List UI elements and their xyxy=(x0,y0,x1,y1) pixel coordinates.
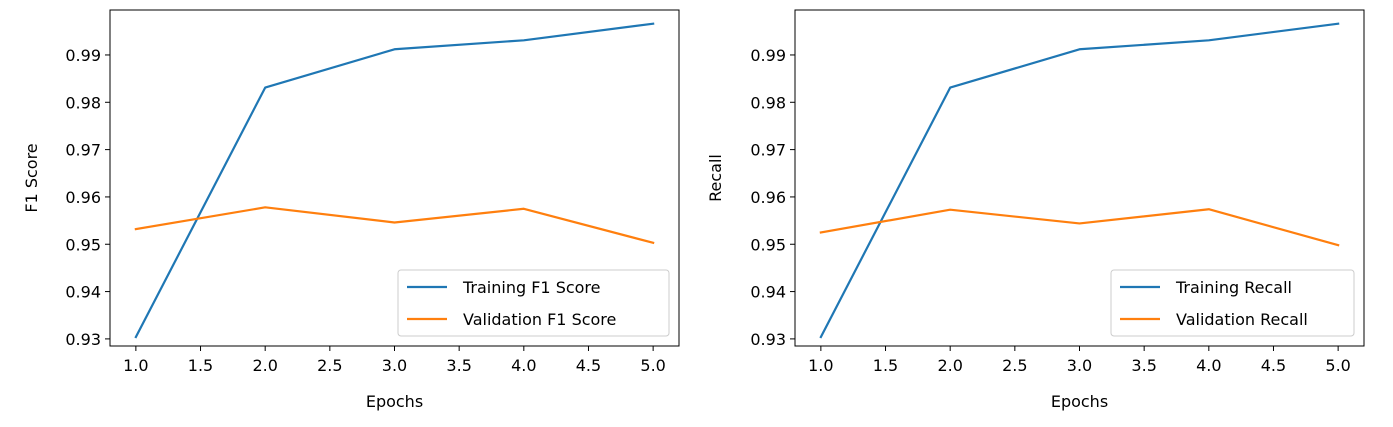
x-axis-label: Epochs xyxy=(1051,392,1108,411)
chart-recall: 1.0 1.5 2.0 2.5 3.0 3.5 4.0 4.5 5.0 0.93 0.94 0.95… xyxy=(706,9,1365,411)
legend: Training Recall Validation Recall xyxy=(1110,269,1355,337)
series-lines xyxy=(819,22,1340,339)
x-tick-label: 3.0 xyxy=(1067,356,1092,375)
legend-frame xyxy=(1110,269,1355,337)
x-tick-label: 2.5 xyxy=(1002,356,1027,375)
x-tick-label: 4.0 xyxy=(511,356,536,375)
series-line-training xyxy=(134,22,655,339)
y-axis: 0.93 0.94 0.95 0.96 0.97 0.98 0.99 xyxy=(65,46,110,349)
y-tick-label: 0.94 xyxy=(65,283,101,302)
x-tick-label: 2.0 xyxy=(252,356,277,375)
legend-frame xyxy=(397,269,670,337)
legend-label-training: Training F1 Score xyxy=(462,278,601,297)
x-axis-label: Epochs xyxy=(366,392,423,411)
y-axis-label: F1 Score xyxy=(22,143,41,212)
x-tick-label: 1.5 xyxy=(873,356,898,375)
legend-label-validation: Validation F1 Score xyxy=(463,310,616,329)
x-axis: 1.0 1.5 2.0 2.5 3.0 3.5 4.0 4.5 5.0 xyxy=(808,346,1351,375)
x-tick-label: 3.5 xyxy=(446,356,471,375)
y-tick-label: 0.98 xyxy=(750,93,786,112)
y-tick-label: 0.96 xyxy=(750,188,786,207)
y-tick-label: 0.93 xyxy=(750,330,786,349)
series-line-training xyxy=(819,22,1340,339)
legend: Training F1 Score Validation F1 Score xyxy=(397,269,670,337)
x-axis: 1.0 1.5 2.0 2.5 3.0 3.5 4.0 4.5 5.0 xyxy=(123,346,666,375)
chart-f1-score: 1.0 1.5 2.0 2.5 3.0 3.5 4.0 4.5 5.0 0.93 0.94 0.95… xyxy=(22,9,680,411)
x-tick-label: 4.5 xyxy=(1261,356,1286,375)
y-tick-label: 0.93 xyxy=(65,330,101,349)
y-tick-label: 0.94 xyxy=(750,283,786,302)
y-tick-label: 0.95 xyxy=(65,235,101,254)
y-tick-label: 0.99 xyxy=(65,46,101,65)
x-tick-label: 5.0 xyxy=(640,356,665,375)
y-tick-label: 0.99 xyxy=(750,46,786,65)
series-line-validation xyxy=(819,208,1340,247)
x-tick-label: 5.0 xyxy=(1325,356,1350,375)
x-tick-label: 4.0 xyxy=(1196,356,1221,375)
x-tick-label: 2.0 xyxy=(937,356,962,375)
x-tick-label: 1.0 xyxy=(808,356,833,375)
y-tick-label: 0.97 xyxy=(65,141,101,160)
axes-frame xyxy=(794,9,1365,347)
y-axis: 0.93 0.94 0.95 0.96 0.97 0.98 0.99 xyxy=(750,46,795,349)
x-tick-label: 1.0 xyxy=(123,356,148,375)
y-tick-label: 0.95 xyxy=(750,235,786,254)
legend-label-validation: Validation Recall xyxy=(1176,310,1308,329)
y-tick-label: 0.98 xyxy=(65,93,101,112)
x-tick-label: 3.0 xyxy=(382,356,407,375)
legend-label-training: Training Recall xyxy=(1175,278,1292,297)
series-line-validation xyxy=(134,206,655,245)
axes-frame xyxy=(109,9,680,347)
x-tick-label: 4.5 xyxy=(576,356,601,375)
series-lines xyxy=(134,22,655,339)
x-tick-label: 1.5 xyxy=(188,356,213,375)
y-axis-label: Recall xyxy=(706,154,725,202)
x-tick-label: 3.5 xyxy=(1131,356,1156,375)
y-tick-label: 0.97 xyxy=(750,141,786,160)
x-tick-label: 2.5 xyxy=(317,356,342,375)
y-tick-label: 0.96 xyxy=(65,188,101,207)
